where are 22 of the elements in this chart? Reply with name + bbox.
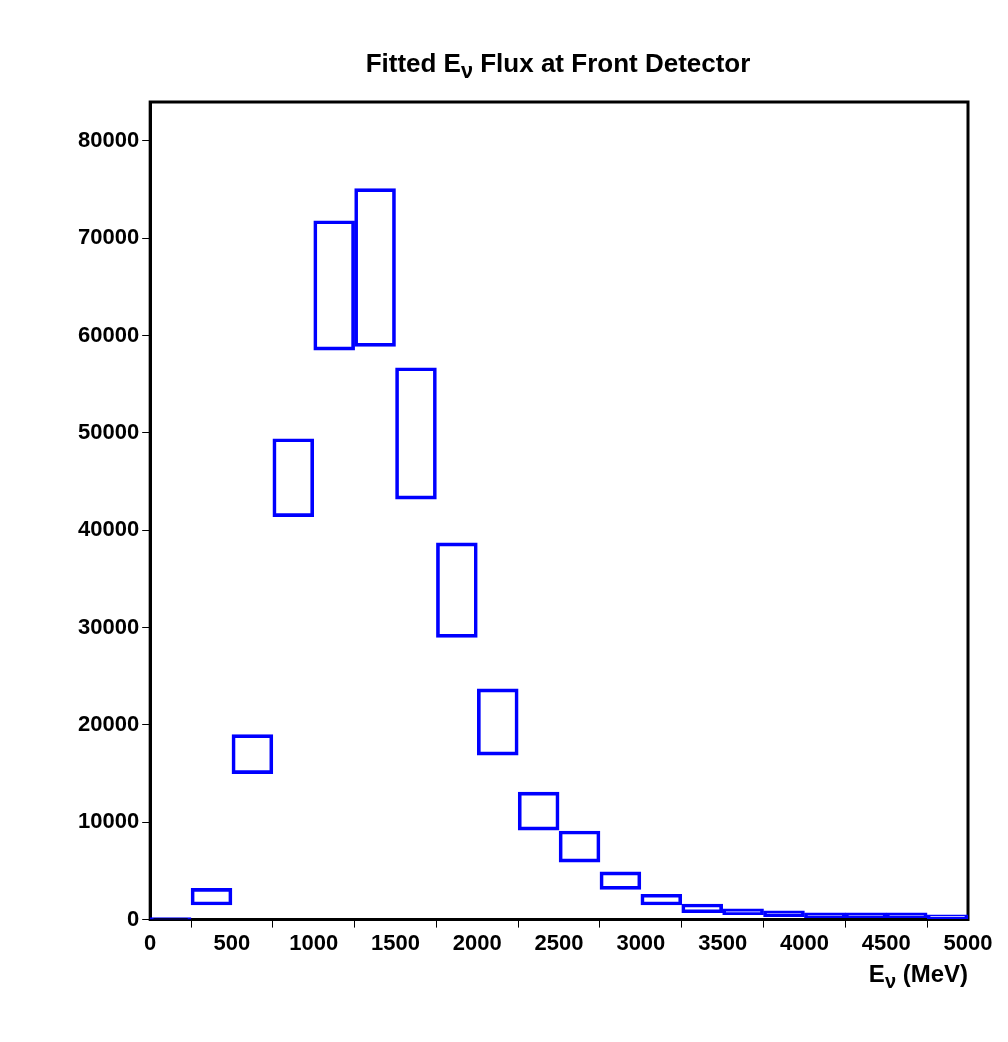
x-tick-label: 0 bbox=[144, 929, 157, 955]
y-tick-label: 30000 bbox=[77, 613, 140, 639]
x-axis-title: E$_{ν}$ (MeV) bbox=[868, 960, 968, 993]
x-tick-label: 4000 bbox=[779, 929, 829, 955]
x-tick-label: 1000 bbox=[289, 929, 339, 955]
y-tick-label: 80000 bbox=[77, 127, 140, 152]
x-tick-label: 3500 bbox=[698, 929, 748, 955]
y-tick-label: 40000 bbox=[77, 516, 140, 542]
x-tick-label: 500 bbox=[213, 929, 251, 955]
y-tick-label: 60000 bbox=[77, 321, 140, 347]
y-tick-label: 70000 bbox=[77, 224, 140, 250]
y-tick-label: 10000 bbox=[77, 808, 140, 834]
y-tick-label: 0 bbox=[126, 905, 140, 931]
x-tick-label: 2500 bbox=[534, 929, 584, 955]
x-tick-label: 1500 bbox=[371, 929, 420, 955]
chart-title: Fitted E$_{ν}$ Flux at Front Detector bbox=[364, 48, 752, 85]
x-tick-label: 3000 bbox=[616, 929, 666, 955]
y-tick-label: 50000 bbox=[77, 419, 140, 444]
x-tick-label: 4500 bbox=[861, 929, 911, 955]
x-tick-label: 5000 bbox=[943, 929, 993, 955]
x-tick-label: 2000 bbox=[452, 929, 502, 955]
y-tick-label: 20000 bbox=[77, 711, 140, 736]
